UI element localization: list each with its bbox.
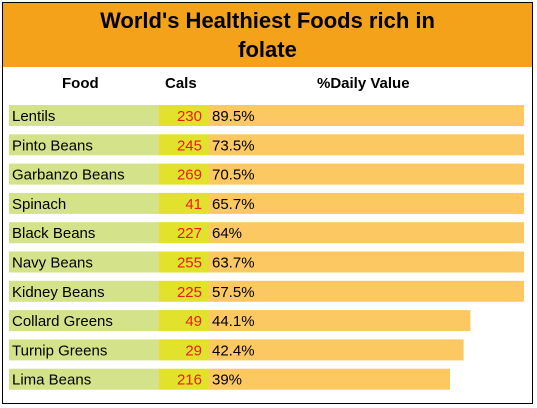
dv-label: 42.4% xyxy=(212,342,255,359)
dv-label: 64% xyxy=(212,225,242,242)
cals-value: 245 xyxy=(177,137,202,154)
cals-cell xyxy=(159,134,209,156)
dv-label: 89.5% xyxy=(212,108,255,125)
dv-bar xyxy=(209,368,450,390)
cals-value: 255 xyxy=(177,255,202,272)
cals-cell xyxy=(159,280,209,302)
daily-value-column-header: %Daily Value xyxy=(317,75,410,92)
dv-label: 39% xyxy=(212,372,242,389)
cals-column-header: Cals xyxy=(165,75,197,92)
cals-cell xyxy=(159,251,209,273)
chart-title: World's Healthiest Foods rich in folate xyxy=(100,8,435,62)
food-label: Garbanzo Beans xyxy=(12,167,125,184)
dv-label: 44.1% xyxy=(212,313,255,330)
food-label: Turnip Greens xyxy=(12,342,107,359)
cals-cell xyxy=(159,368,209,390)
dv-bar xyxy=(209,310,471,332)
dv-bar xyxy=(209,105,524,126)
food-cell xyxy=(9,339,159,361)
cals-cell xyxy=(159,105,209,126)
food-cell xyxy=(9,251,159,273)
food-label: Collard Greens xyxy=(12,313,113,330)
food-cell xyxy=(9,134,159,156)
food-cell xyxy=(9,310,159,332)
food-label: Lentils xyxy=(12,108,55,125)
cals-value: 230 xyxy=(177,108,202,125)
cals-value: 49 xyxy=(185,313,202,330)
dv-label: 63.7% xyxy=(212,255,255,272)
food-cell xyxy=(9,163,159,185)
dv-bar xyxy=(209,222,524,244)
cals-value: 269 xyxy=(177,167,202,184)
dv-bar xyxy=(209,339,464,361)
dv-bar xyxy=(209,251,524,273)
dv-label: 65.7% xyxy=(212,196,255,213)
food-cell xyxy=(9,192,159,214)
food-column-header: Food xyxy=(62,75,99,92)
dv-bar xyxy=(209,280,524,302)
dv-bar xyxy=(209,134,524,156)
food-label: Pinto Beans xyxy=(12,137,93,154)
cals-value: 29 xyxy=(185,342,202,359)
cals-value: 41 xyxy=(185,196,202,213)
food-label: Navy Beans xyxy=(12,255,93,272)
cals-value: 225 xyxy=(177,284,202,301)
dv-bar xyxy=(209,192,524,214)
cals-cell xyxy=(159,339,209,361)
dv-bar xyxy=(209,163,524,185)
cals-cell xyxy=(159,163,209,185)
cals-cell xyxy=(159,192,209,214)
food-label: Kidney Beans xyxy=(12,284,105,301)
food-label: Spinach xyxy=(12,196,66,213)
food-cell xyxy=(9,368,159,390)
dv-label: 70.5% xyxy=(212,167,255,184)
cals-cell xyxy=(159,222,209,244)
dv-label: 73.5% xyxy=(212,137,255,154)
food-cell xyxy=(9,105,159,126)
title-band: World's Healthiest Foods rich in folate xyxy=(3,3,532,67)
food-label: Black Beans xyxy=(12,225,95,242)
cals-cell xyxy=(159,310,209,332)
food-cell xyxy=(9,280,159,302)
food-cell xyxy=(9,222,159,244)
dv-label: 57.5% xyxy=(212,284,255,301)
cals-value: 227 xyxy=(177,225,202,242)
cals-value: 216 xyxy=(177,372,202,389)
food-label: Lima Beans xyxy=(12,372,91,389)
